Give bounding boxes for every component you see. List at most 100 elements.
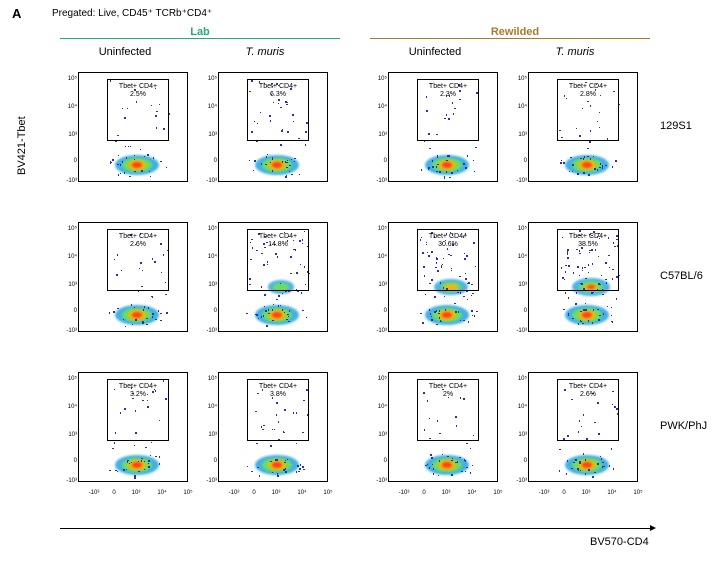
tick-y: 10⁵ — [61, 76, 77, 82]
facs-plot: Tbet+ CD4+3.2%-10³010³10⁴10⁵-10³010³10⁴1… — [60, 368, 190, 498]
scatter-dot — [593, 309, 595, 311]
scatter-dot — [253, 170, 255, 172]
tick-y: -10³ — [61, 178, 77, 184]
scatter-dot — [120, 164, 122, 166]
tick-y: 10⁵ — [201, 76, 217, 82]
scatter-dot — [583, 453, 585, 455]
scatter-dot — [124, 172, 126, 174]
scatter-dot — [122, 161, 124, 163]
gate-label: Tbet+ CD4+2% — [421, 383, 475, 398]
tick-y: 0 — [511, 458, 527, 464]
tick-y: 0 — [371, 458, 387, 464]
scatter-dot — [605, 165, 607, 167]
scatter-dot — [444, 177, 446, 179]
scatter-dot — [579, 461, 581, 463]
scatter-dot — [299, 468, 301, 470]
scatter-dot — [126, 157, 128, 159]
tick-y: 10⁴ — [201, 404, 217, 410]
scatter-dot — [431, 319, 433, 321]
tick-x: 10⁴ — [153, 490, 171, 496]
scatter-dot — [466, 443, 468, 445]
tick-x: -10³ — [85, 490, 103, 496]
scatter-dot — [125, 146, 127, 148]
scatter-dot — [602, 294, 604, 296]
scatter-dot — [472, 293, 474, 295]
scatter-dot — [287, 314, 289, 316]
scatter-dot — [149, 171, 151, 173]
scatter-dot — [297, 465, 299, 467]
facs-plot: Tbet+ CD4+2.6%-10³010³10⁴10⁵ — [60, 218, 190, 348]
scatter-dot — [566, 473, 568, 475]
scatter-dot — [465, 460, 467, 462]
tick-y: 10⁵ — [511, 376, 527, 382]
density-cloud — [442, 462, 452, 468]
scatter-dot — [438, 475, 440, 477]
scatter-dot — [280, 305, 282, 307]
scatter-dot — [463, 296, 465, 298]
scatter-dot — [468, 321, 470, 323]
scatter-dot — [594, 472, 596, 474]
tick-y: 10³ — [511, 282, 527, 288]
scatter-dot — [117, 471, 119, 473]
scatter-dot — [265, 164, 267, 166]
density-cloud — [132, 162, 142, 168]
scatter-dot — [572, 164, 574, 166]
plot-frame: Tbet+ CD4+14.8% — [218, 222, 328, 332]
scatter-dot — [282, 293, 284, 295]
scatter-dot — [467, 299, 469, 301]
scatter-dot — [287, 459, 289, 461]
scatter-dot — [131, 304, 133, 306]
scatter-dot — [276, 459, 278, 461]
plot-frame: Tbet+ CD4+2.6% — [78, 222, 188, 332]
scatter-dot — [296, 443, 298, 445]
scatter-dot — [280, 144, 282, 146]
scatter-dot — [460, 292, 462, 294]
tick-y: 10⁵ — [61, 226, 77, 232]
scatter-dot — [438, 313, 440, 315]
scatter-dot — [588, 174, 590, 176]
gate-label: Tbet+ CD4+2.3% — [421, 83, 475, 98]
scatter-dot — [439, 460, 441, 462]
scatter-dot — [282, 161, 284, 163]
scatter-dot — [264, 306, 266, 308]
tick-y: 10³ — [371, 132, 387, 138]
scatter-dot — [436, 166, 438, 168]
scatter-dot — [594, 168, 596, 170]
scatter-dot — [569, 171, 571, 173]
scatter-dot — [466, 467, 468, 469]
scatter-dot — [447, 155, 449, 157]
header-line-lab — [60, 38, 340, 39]
scatter-dot — [129, 463, 131, 465]
scatter-dot — [583, 309, 585, 311]
scatter-dot — [471, 295, 473, 297]
scatter-dot — [158, 310, 160, 312]
tick-y: 0 — [511, 308, 527, 314]
x-axis-label: BV570-CD4 — [590, 536, 649, 548]
scatter-dot — [286, 175, 288, 177]
scatter-dot — [144, 469, 146, 471]
scatter-dot — [301, 292, 303, 294]
scatter-dot — [445, 309, 447, 311]
scatter-dot — [291, 159, 293, 161]
tick-y: 10³ — [511, 132, 527, 138]
tick-x: 10³ — [267, 490, 285, 496]
scatter-dot — [266, 325, 268, 327]
facs-plot: Tbet+ CD4+2.6%-10³010³10⁴10⁵-10³010³10⁴1… — [510, 368, 640, 498]
tick-y: -10³ — [61, 328, 77, 334]
scatter-dot — [123, 319, 125, 321]
scatter-dot — [451, 460, 453, 462]
facs-plot: Tbet+ CD4+38.5%-10³010³10⁴10⁵ — [510, 218, 640, 348]
tick-y: 10⁴ — [511, 404, 527, 410]
tick-y: 10⁵ — [511, 76, 527, 82]
gate-label: Tbet+ CD4+6.3% — [251, 83, 305, 98]
scatter-dot — [587, 156, 589, 158]
tick-y: 10³ — [61, 132, 77, 138]
scatter-dot — [430, 454, 432, 456]
tick-x: 10⁴ — [293, 490, 311, 496]
plot-frame: Tbet+ CD4+3.8% — [218, 372, 328, 482]
tick-x: 0 — [105, 490, 123, 496]
scatter-dot — [259, 475, 261, 477]
scatter-dot — [602, 167, 604, 169]
scatter-dot — [151, 442, 153, 444]
tick-y: 10⁵ — [61, 376, 77, 382]
